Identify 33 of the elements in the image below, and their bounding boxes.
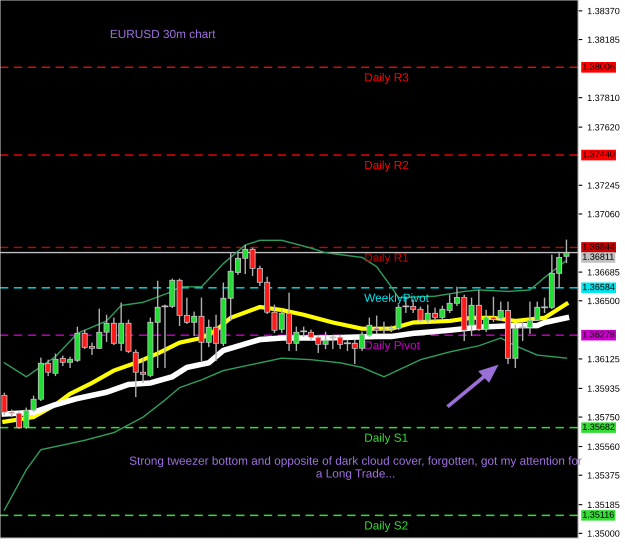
y-tick-label: 1.35750: [588, 414, 620, 420]
ref-line-label: 1.37440: [582, 151, 615, 158]
annotation: Daily R2: [365, 160, 408, 172]
annotation: Daily S2: [365, 520, 408, 532]
y-tick-label: 1.37060: [588, 210, 620, 218]
y-tick-label: 1.37245: [588, 182, 620, 189]
annotation: Daily Pivot: [365, 340, 420, 352]
y-tick-label: 1.36125: [588, 356, 620, 362]
ref-line-label: 1.36278: [582, 331, 615, 338]
y-tick-label: 1.35935: [588, 385, 620, 392]
y-tick-label: 1.37620: [588, 124, 620, 130]
annotation: Daily R1: [365, 253, 408, 264]
y-tick-label: 1.38185: [588, 36, 620, 43]
y-tick-label: 1.37810: [588, 94, 620, 102]
ref-line-label: 1.35116: [582, 511, 614, 518]
line-series: [4, 240, 568, 378]
ref-line-label: 1.36584: [582, 284, 615, 290]
y-tick-label: 1.36500: [588, 298, 620, 304]
y-tick-label: 1.35560: [588, 444, 620, 450]
y-tick-label: 1.35375: [588, 472, 620, 479]
y-tick-label: 1.38370: [588, 8, 620, 14]
ref-line-label: 1.35682: [582, 424, 614, 430]
y-tick-label: 1.35000: [588, 530, 620, 537]
line-series: [4, 337, 568, 511]
candlestick: [300, 326, 308, 337]
ref-line-label: 1.36811: [582, 253, 614, 260]
y-tick-label: 1.35185: [588, 502, 620, 508]
annotation: Daily S1: [365, 433, 408, 444]
text: EURUSD 30m chart: [110, 29, 216, 38]
ref-line-label: 1.38006: [582, 63, 615, 70]
y-tick-label: 1.36685: [588, 269, 620, 276]
ref-line-label: 1.36844: [582, 243, 615, 250]
annotation: Daily R3: [365, 72, 408, 84]
